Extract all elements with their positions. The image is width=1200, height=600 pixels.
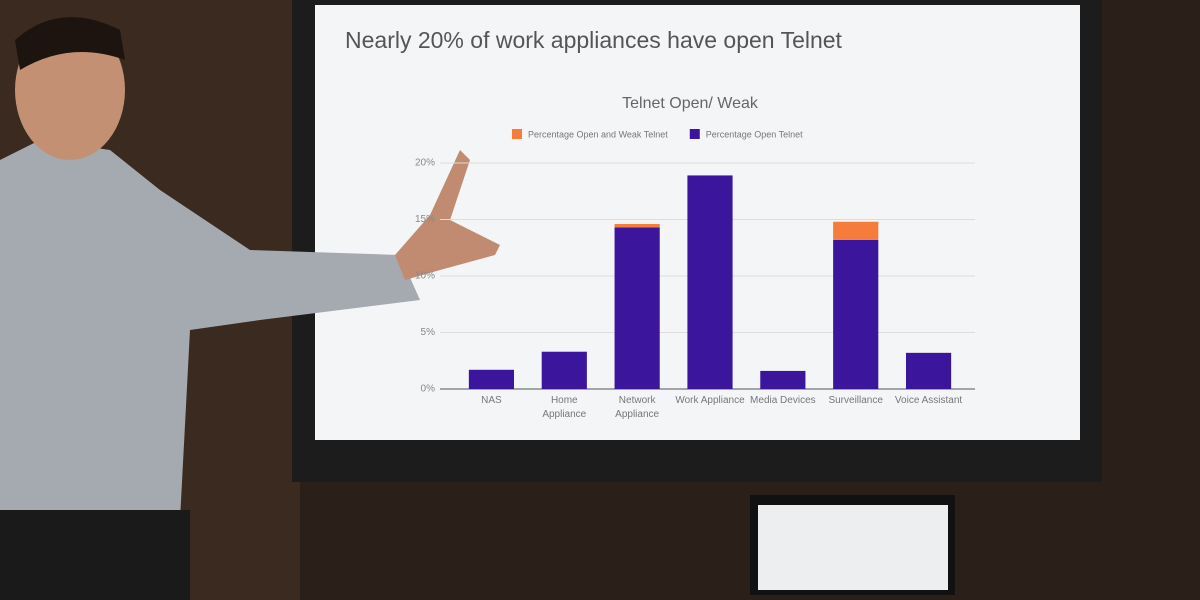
y-tick-label: 5% (421, 327, 436, 338)
bar-segment (905, 352, 952, 389)
y-tick-label: 15% (415, 214, 435, 225)
person-hair (15, 17, 125, 70)
bar-segment (760, 370, 806, 389)
legend-swatch (689, 129, 700, 139)
legend-label: Percentage Open and Weak Telnet (528, 129, 668, 139)
y-tick-label: 20% (415, 158, 435, 169)
x-tick-label: Home Appliance (542, 395, 587, 420)
bar-segment (687, 175, 733, 389)
legend-label: Percentage Open Telnet (706, 129, 803, 139)
x-tick-label: Surveillance (828, 395, 883, 406)
legend-swatch (512, 129, 522, 139)
bar-segment (468, 369, 515, 389)
bar-segment (614, 224, 660, 228)
bar-segment (833, 239, 879, 389)
bar-segment (833, 221, 879, 240)
person-shirt (0, 140, 420, 520)
x-tick-label: NAS (481, 395, 502, 406)
x-tick-label: Network Appliance (615, 395, 660, 420)
person-trousers (0, 510, 190, 600)
x-tick-label: Voice Assistant (894, 395, 963, 406)
y-tick-label: 0% (421, 384, 436, 395)
x-tick-label: Work Appliance (675, 395, 745, 406)
y-tick-label: 10% (415, 271, 435, 282)
bar-segment (614, 227, 660, 389)
x-tick-label: Media Devices (750, 395, 816, 406)
slide-title: Nearly 20% of work appliances have open … (345, 27, 843, 53)
person-hand (395, 150, 500, 280)
chart-title: Telnet Open/ Weak (622, 95, 759, 112)
laptop-screen (758, 505, 948, 590)
bar-segment (541, 351, 587, 389)
